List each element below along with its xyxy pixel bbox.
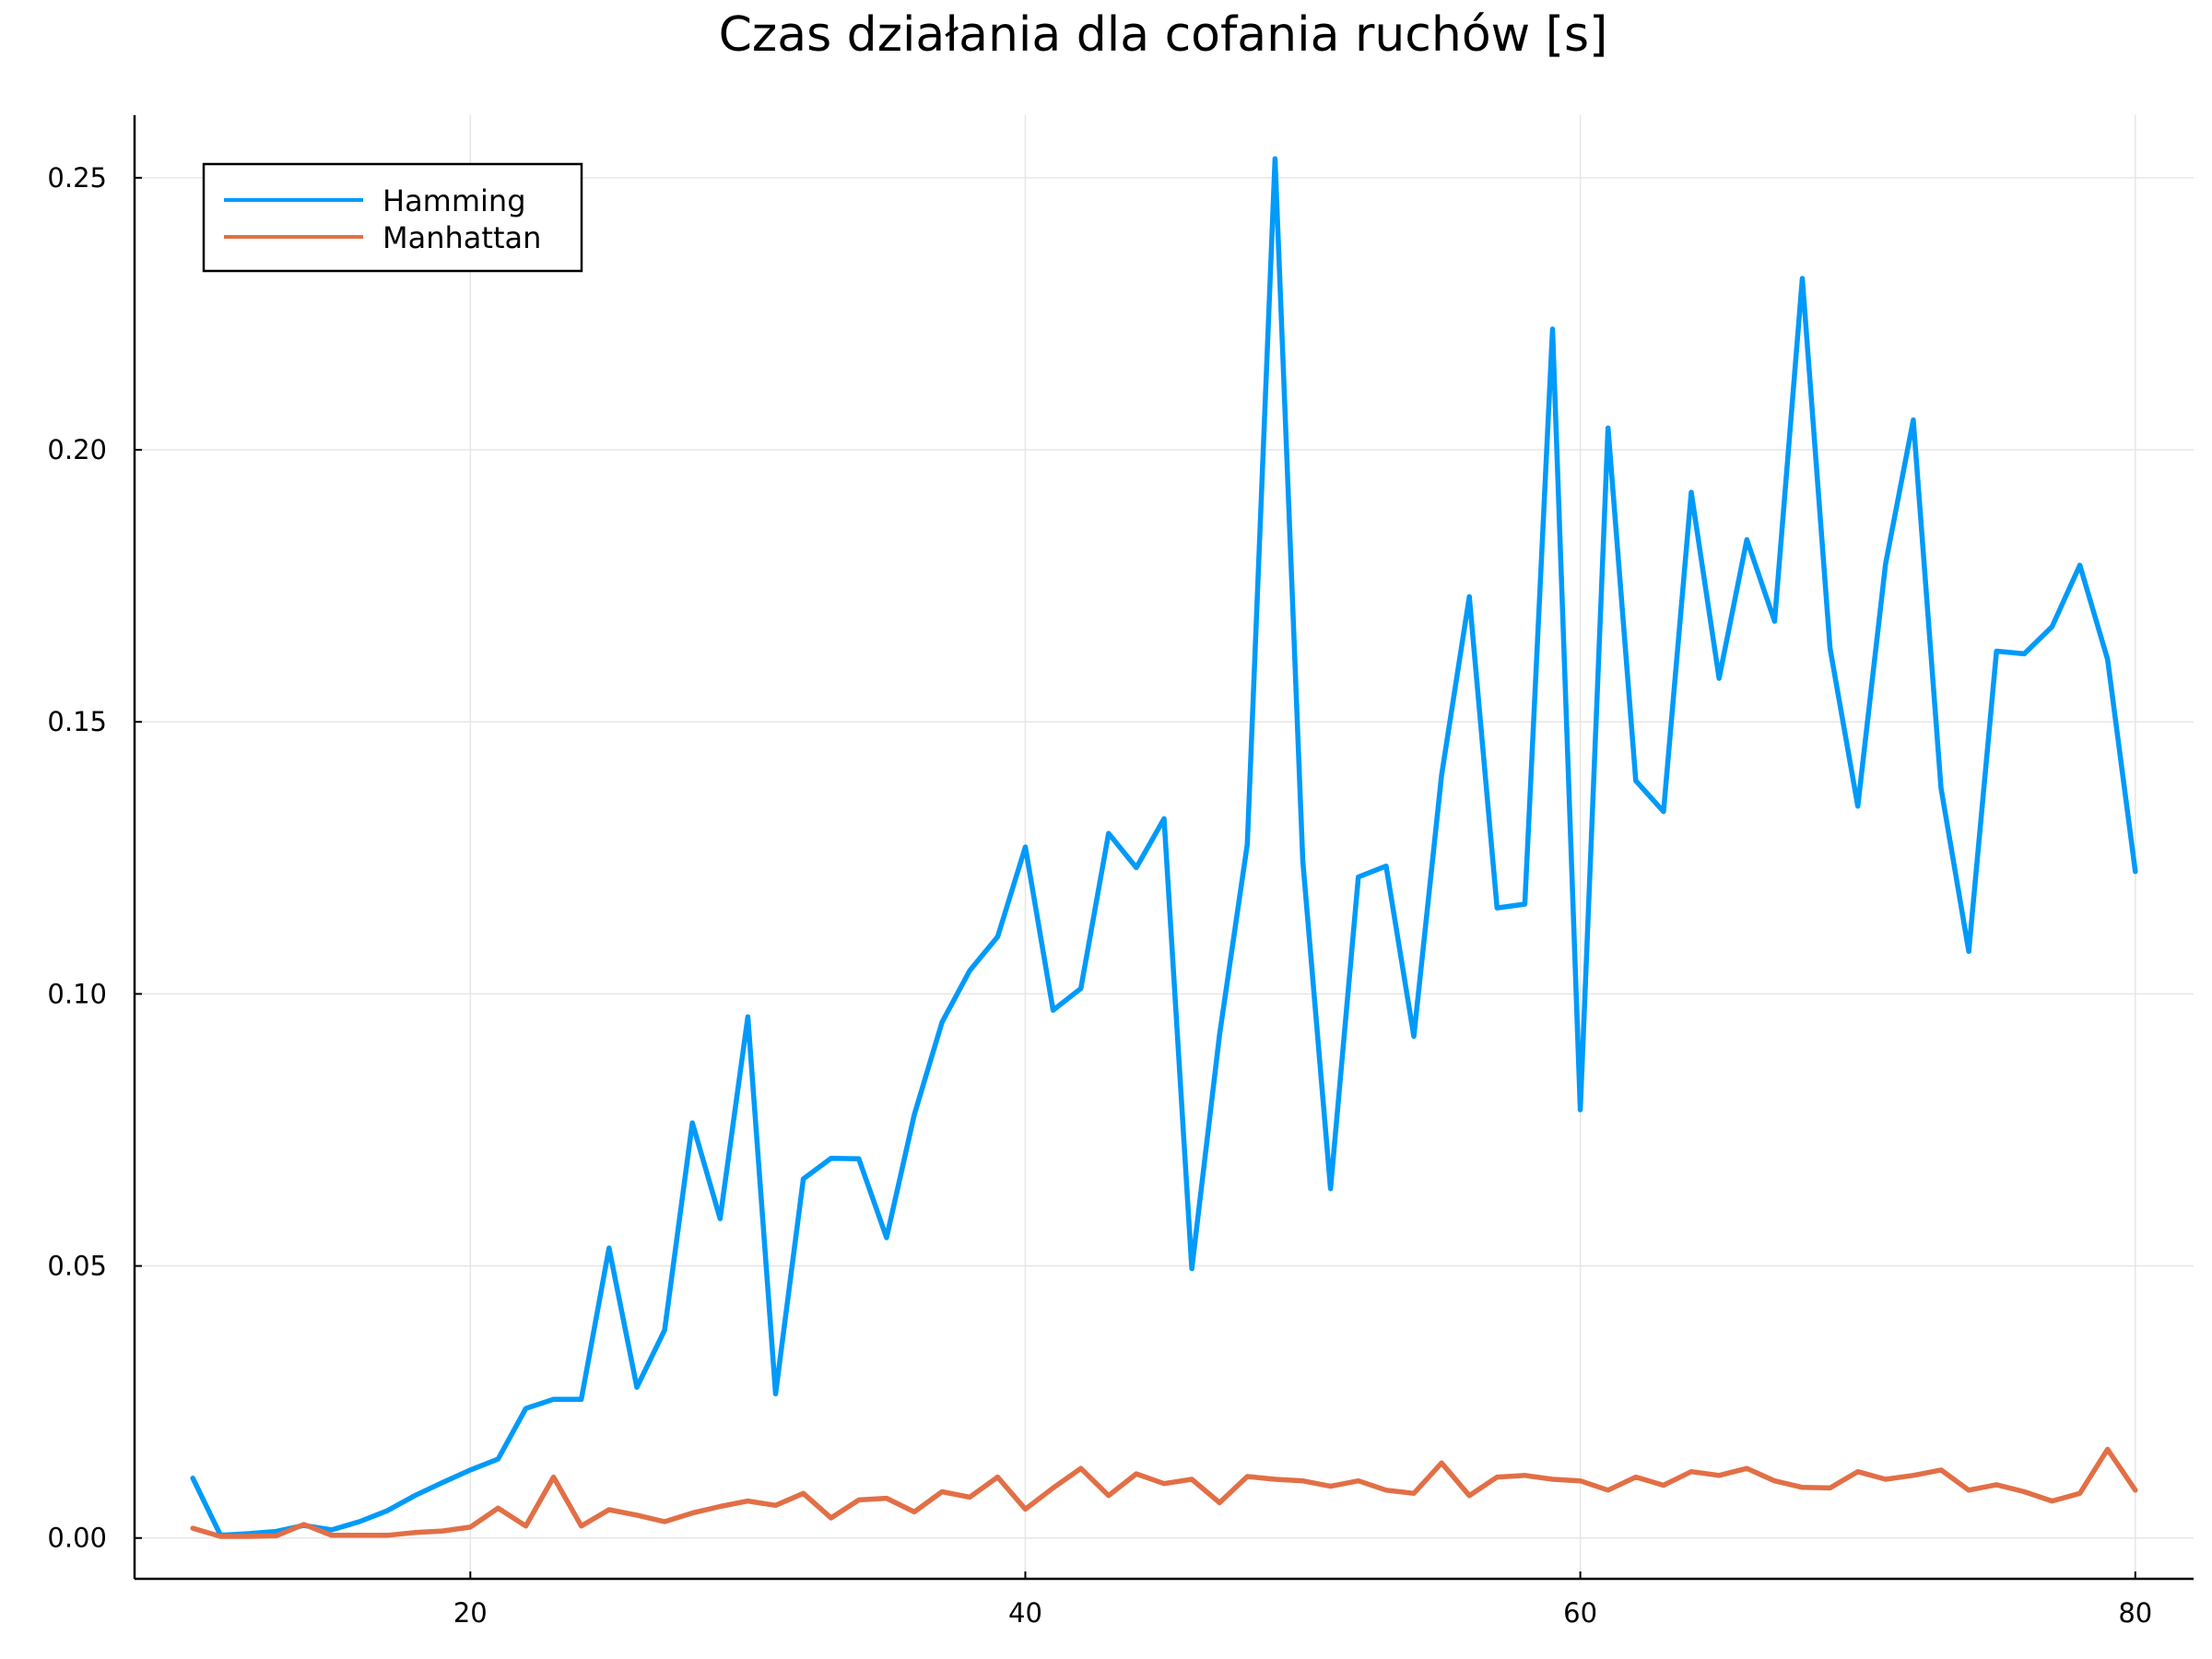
- x-tick-label: 40: [1008, 1597, 1042, 1629]
- x-tick-label: 60: [1563, 1597, 1597, 1629]
- legend: Hamming Manhattan: [202, 162, 583, 273]
- x-tick-labels: 20 40 60 80: [453, 1597, 2152, 1629]
- y-tick-label: 0.05: [47, 1251, 107, 1282]
- x-tick-label: 80: [2118, 1597, 2152, 1629]
- chart-title: Czas działania dla cofania ruchów [s]: [719, 7, 1608, 63]
- y-tick-label: 0.00: [47, 1523, 107, 1554]
- legend-label-hamming: Hamming: [382, 183, 526, 218]
- series-line-hamming: [190, 156, 2138, 1538]
- y-tick-labels: 0.00 0.05 0.10 0.15 0.20 0.25: [47, 162, 107, 1554]
- x-tick-label: 20: [453, 1597, 488, 1629]
- series-line-manhattan: [190, 1446, 2138, 1539]
- legend-label-manhattan: Manhattan: [382, 220, 541, 255]
- y-tick-label: 0.10: [47, 978, 107, 1009]
- series-group: [190, 156, 2138, 1539]
- y-tick-label: 0.20: [47, 434, 107, 465]
- legend-box: [202, 162, 583, 273]
- y-tick-label: 0.25: [47, 162, 107, 194]
- axes: [133, 115, 2194, 1581]
- y-tick-label: 0.15: [47, 706, 107, 737]
